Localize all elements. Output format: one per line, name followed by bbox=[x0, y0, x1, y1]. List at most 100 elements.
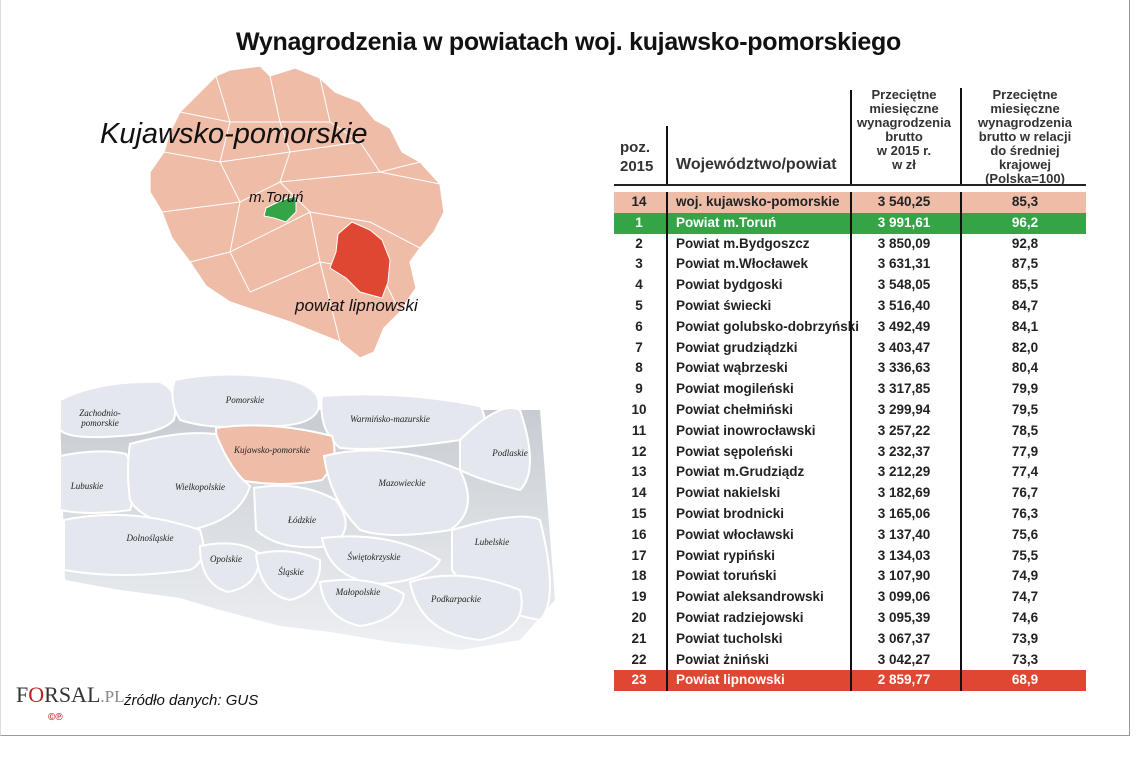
row-position: 1 bbox=[635, 214, 643, 230]
column-divider bbox=[960, 399, 962, 421]
table-row: 13 Powiat m.Grudziądz 3 212,29 77,4 bbox=[614, 462, 1086, 484]
row-relative: 85,5 bbox=[1011, 277, 1039, 293]
row-name: Powiat mogileński bbox=[676, 381, 794, 397]
row-salary: 3 107,90 bbox=[877, 568, 931, 584]
column-divider bbox=[960, 545, 962, 567]
row-name: Powiat sępoleński bbox=[676, 443, 794, 459]
column-divider bbox=[960, 483, 962, 504]
table-row: 4 Powiat bydgoski 3 548,05 85,5 bbox=[614, 275, 1086, 296]
row-position: 2 bbox=[635, 235, 643, 251]
row-relative: 77,4 bbox=[1011, 464, 1039, 480]
row-position: 22 bbox=[631, 651, 647, 667]
column-divider bbox=[960, 503, 962, 525]
table-row: 2 Powiat m.Bydgoszcz 3 850,09 92,8 bbox=[614, 233, 1086, 255]
svg-text:Kujawsko-pomorskie: Kujawsko-pomorskie bbox=[233, 445, 310, 455]
row-relative: 96,2 bbox=[1011, 214, 1039, 230]
svg-text:Dolnośląskie: Dolnośląskie bbox=[126, 533, 174, 543]
row-relative: 75,6 bbox=[1011, 526, 1039, 542]
row-position: 18 bbox=[631, 568, 647, 584]
row-relative: 73,9 bbox=[1011, 630, 1039, 646]
row-relative: 68,9 bbox=[1011, 672, 1039, 688]
column-divider bbox=[666, 462, 668, 484]
column-divider bbox=[850, 524, 852, 546]
row-salary: 3 099,06 bbox=[877, 589, 931, 605]
column-divider bbox=[850, 212, 852, 234]
row-name: woj. kujawsko-pomorskie bbox=[676, 194, 840, 209]
column-divider bbox=[850, 462, 852, 484]
column-divider bbox=[666, 607, 668, 629]
column-divider bbox=[666, 566, 668, 588]
forsal-logo: FORSAL.PL bbox=[16, 682, 124, 708]
row-relative: 77,9 bbox=[1011, 443, 1039, 459]
logo-pl: .PL bbox=[100, 687, 125, 706]
column-divider bbox=[666, 379, 668, 400]
column-divider bbox=[850, 254, 852, 276]
column-divider bbox=[850, 399, 852, 421]
row-relative: 82,0 bbox=[1011, 339, 1039, 355]
table-row: 15 Powiat brodnicki 3 165,06 76,3 bbox=[614, 503, 1086, 525]
row-relative: 75,5 bbox=[1011, 547, 1039, 563]
lipnowski-highlight bbox=[329, 221, 391, 299]
row-name: Powiat m.Toruń bbox=[676, 214, 777, 230]
column-divider bbox=[960, 524, 962, 546]
table-header: poz. 2015 Województwo/powiat Przeciętne … bbox=[614, 88, 1086, 186]
column-divider bbox=[850, 337, 852, 359]
column-divider bbox=[666, 337, 668, 359]
row-name: Powiat m.Grudziądz bbox=[676, 464, 805, 480]
row-relative: 78,5 bbox=[1011, 422, 1039, 438]
column-divider bbox=[850, 545, 852, 567]
column-divider bbox=[960, 212, 962, 234]
column-divider bbox=[666, 254, 668, 276]
column-divider bbox=[666, 275, 668, 296]
row-name: Powiat m.Włocławek bbox=[676, 256, 809, 272]
row-position: 16 bbox=[631, 526, 647, 542]
column-divider bbox=[850, 566, 852, 588]
column-divider bbox=[960, 88, 962, 184]
header-pos: poz. 2015 bbox=[614, 138, 670, 176]
column-divider bbox=[850, 275, 852, 296]
row-name: Powiat bydgoski bbox=[676, 277, 783, 293]
column-divider bbox=[850, 295, 852, 317]
row-name: Powiat golubsko-dobrzyński bbox=[676, 318, 860, 334]
column-divider bbox=[960, 358, 962, 380]
header-line: w zł bbox=[892, 157, 916, 172]
row-salary: 3 548,05 bbox=[877, 277, 931, 293]
svg-text:Warmińsko-mazurskie: Warmińsko-mazurskie bbox=[350, 414, 430, 424]
row-position: 11 bbox=[631, 422, 647, 438]
row-salary: 3 991,61 bbox=[877, 214, 931, 230]
row-position: 5 bbox=[635, 297, 643, 313]
row-relative: 85,3 bbox=[1011, 194, 1039, 209]
column-divider bbox=[666, 192, 668, 213]
row-relative: 80,4 bbox=[1011, 360, 1039, 376]
region-label: Kujawsko-pomorskie bbox=[100, 118, 368, 150]
column-divider bbox=[960, 379, 962, 400]
row-salary: 3 403,47 bbox=[877, 339, 931, 355]
header-line: (Polska=100) bbox=[985, 171, 1065, 186]
column-divider bbox=[850, 358, 852, 380]
column-divider bbox=[960, 192, 962, 213]
header-relative: Przeciętne miesięczne wynagrodzenia brut… bbox=[964, 88, 1086, 186]
poland-map: Zachodnio-pomorskie Pomorskie Warmińsko-… bbox=[40, 370, 565, 670]
row-salary: 3 317,85 bbox=[877, 381, 931, 397]
column-divider bbox=[666, 587, 668, 608]
row-relative: 76,3 bbox=[1011, 505, 1039, 521]
logo-o: O bbox=[28, 682, 45, 707]
column-divider bbox=[960, 441, 962, 463]
torun-highlight bbox=[263, 195, 297, 223]
region-map bbox=[120, 62, 450, 362]
row-position: 3 bbox=[635, 256, 643, 272]
row-salary: 3 336,63 bbox=[877, 360, 931, 376]
table-row: 3 Powiat m.Włocławek 3 631,31 87,5 bbox=[614, 254, 1086, 276]
row-name: Powiat wąbrzeski bbox=[676, 360, 788, 376]
column-divider bbox=[960, 316, 962, 338]
row-salary: 3 492,49 bbox=[877, 318, 931, 334]
row-relative: 73,3 bbox=[1011, 651, 1039, 667]
row-relative: 84,7 bbox=[1011, 297, 1039, 313]
row-salary: 3 042,27 bbox=[877, 651, 931, 667]
column-divider bbox=[960, 462, 962, 484]
column-divider bbox=[666, 649, 668, 671]
header-line: Przeciętne bbox=[871, 87, 937, 102]
header-line: miesięczne bbox=[990, 101, 1060, 116]
column-divider bbox=[666, 295, 668, 317]
column-divider bbox=[960, 607, 962, 629]
